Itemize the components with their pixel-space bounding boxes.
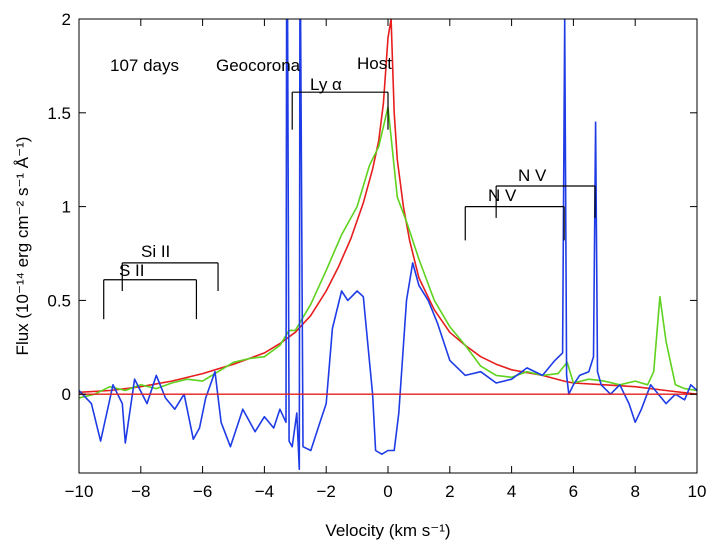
annotation-s-ii: S II: [119, 261, 145, 280]
x-tick-label: 2: [445, 482, 454, 501]
x-tick-label: −8: [131, 482, 150, 501]
x-tick-label: 0: [383, 482, 392, 501]
series-line-data-2: [79, 19, 697, 471]
y-tick-label: 1.5: [47, 104, 71, 123]
y-tick-label: 1: [62, 198, 71, 217]
y-tick-label: 0: [62, 385, 71, 404]
x-tick-label: −10: [65, 482, 94, 501]
line-id-layer: [103, 91, 596, 320]
y-tick-label: 2: [62, 10, 71, 29]
series-line-data-1: [79, 106, 697, 399]
annotation-n-v-upper: N V: [518, 166, 547, 185]
series-line-model: [79, 19, 697, 395]
annotation-n-v-lower: N V: [488, 186, 517, 205]
annotation-si-ii: Si II: [141, 242, 170, 261]
x-tick-label: −4: [255, 482, 274, 501]
x-tick-label: 4: [507, 482, 516, 501]
x-tick-label: 6: [569, 482, 578, 501]
tick-layer: −10 −8 −6 −4 −2 0 2 4 6 8 10 0 0.5 1 1.5 2: [47, 10, 706, 501]
y-axis-title: Flux (10⁻¹⁴ erg cm⁻² s⁻¹ Å⁻¹): [13, 137, 32, 356]
y-tick-label: 0.5: [47, 291, 71, 310]
x-axis-title: Velocity (km s⁻¹): [325, 521, 450, 540]
annotation-epoch: 107 days: [110, 56, 179, 75]
x-tick-label: −2: [317, 482, 336, 501]
x-tick-label: −6: [193, 482, 212, 501]
x-tick-label: 10: [688, 482, 707, 501]
x-tick-label: 8: [630, 482, 639, 501]
series-layer: [79, 19, 697, 471]
annotation-host: Host: [357, 54, 392, 73]
annotation-geocorona: Geocorona: [216, 56, 301, 75]
annotation-lya: Ly α: [310, 75, 342, 94]
